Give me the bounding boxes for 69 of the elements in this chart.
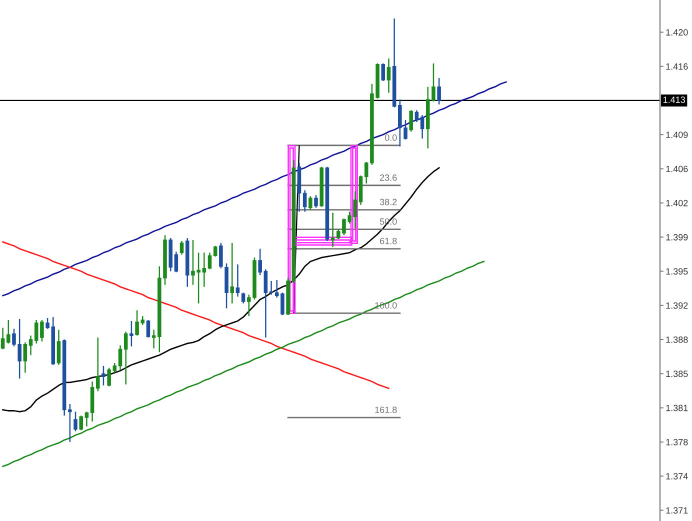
- candlestick: [219, 242, 223, 269]
- y-tick-label: 1.392: [666, 302, 688, 309]
- y-tick-label: 1.420: [666, 29, 688, 36]
- candlestick: [236, 264, 240, 298]
- candlestick: [96, 336, 100, 392]
- y-tick-label: 1.406: [666, 166, 688, 172]
- candlestick: [420, 114, 424, 140]
- candlestick: [68, 403, 72, 443]
- candlestick: [269, 280, 274, 296]
- candlestick: [308, 195, 312, 210]
- y-tick-label: 1.399: [666, 234, 688, 240]
- candlestick: [174, 251, 178, 273]
- candlestick: [264, 268, 268, 338]
- candlestick: [130, 320, 134, 347]
- candlestick: [146, 319, 150, 338]
- candlestick: [274, 279, 279, 298]
- candlestick: [152, 329, 156, 349]
- y-tick-label: 1.388: [666, 336, 688, 343]
- candlestick: [56, 329, 61, 366]
- candlestick: [230, 242, 234, 304]
- candlestick: [437, 77, 441, 106]
- candlestick: [74, 411, 78, 432]
- series-label: 61.8: [380, 238, 397, 244]
- candlestick: [414, 110, 419, 123]
- candlestick: [302, 190, 307, 212]
- y-tick-label: 1.416: [666, 63, 688, 70]
- candlestick: [280, 292, 284, 316]
- line-series: [2, 81, 507, 296]
- y-tick-label: 1.371: [666, 507, 688, 514]
- series-label: 161.8: [375, 406, 397, 414]
- candlestick: [118, 344, 122, 370]
- candlestick: [258, 248, 262, 276]
- candlestick: [386, 58, 391, 94]
- y-tick-label: 1.385: [666, 370, 688, 378]
- ref-line-label: 1.413: [663, 96, 685, 103]
- candlestick: [330, 212, 335, 248]
- candlestick: [314, 194, 318, 208]
- candlestick: [28, 335, 33, 356]
- y-tick-label: 1.381: [666, 404, 688, 412]
- y-tick-label: 1.402: [666, 200, 688, 206]
- candlestick: [0, 327, 5, 350]
- candlestick: [34, 319, 38, 344]
- series-label: 0.0: [384, 134, 397, 141]
- candlestick: [213, 245, 218, 258]
- y-tick-label: 1.395: [666, 268, 688, 275]
- candlestick: [241, 292, 246, 304]
- candlestick: [208, 252, 212, 270]
- candlestick: [6, 319, 10, 344]
- line-series: [2, 167, 440, 412]
- candlestick: [124, 331, 128, 386]
- candlestick: [102, 365, 106, 386]
- y-tick-label: 1.409: [666, 132, 688, 138]
- candlestick: [23, 342, 28, 374]
- candlestick: [46, 317, 50, 330]
- candlestick: [202, 252, 206, 288]
- y-tick-label: 1.374: [666, 473, 688, 480]
- candlestick: [79, 415, 83, 431]
- series-label: 23.6: [380, 174, 397, 181]
- series-label: 38.2: [380, 198, 397, 206]
- candlestick: [107, 367, 111, 387]
- candlestick: [364, 161, 368, 184]
- y-tick-label: 1.378: [666, 438, 688, 446]
- candlestick: [112, 362, 117, 374]
- candlestick: [180, 240, 184, 256]
- candlestick: [381, 62, 386, 82]
- candlestick: [40, 319, 44, 342]
- line-series: [2, 260, 485, 468]
- candlestick: [409, 110, 413, 132]
- candlestick: [84, 411, 89, 427]
